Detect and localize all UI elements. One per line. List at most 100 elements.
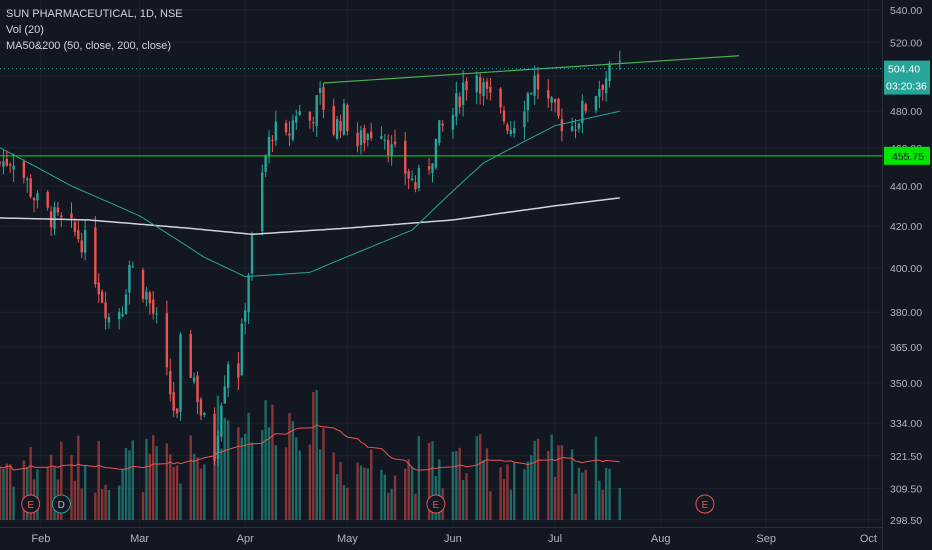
volume-bar	[363, 467, 366, 520]
candle-body	[261, 172, 264, 232]
event-marker-label: E	[702, 500, 709, 511]
candle-body	[533, 75, 536, 96]
ma200-line	[0, 197, 620, 236]
volume-bar	[77, 435, 80, 520]
candle-body	[431, 163, 434, 173]
legend-symbol-title[interactable]: SUN PHARMACEUTICAL, 1D, NSE	[6, 8, 183, 20]
candle-body	[499, 88, 502, 108]
volume-bar	[172, 466, 175, 520]
volume-bar	[506, 464, 509, 520]
volume-bar	[312, 392, 315, 520]
y-tick-label: 350.00	[890, 378, 922, 390]
volume-bar	[196, 457, 199, 520]
volume-bar	[451, 451, 455, 520]
legend-moving-averages[interactable]: MA50&200 (50, close, 200, close)	[6, 40, 172, 52]
candle-body	[342, 103, 346, 135]
candle-body	[12, 165, 15, 170]
candle-body	[100, 291, 104, 303]
candle-body	[288, 133, 291, 136]
candle-body	[53, 207, 56, 229]
volume-bar	[608, 468, 611, 520]
x-tick-label: Aug	[651, 533, 671, 545]
candle-body	[438, 120, 441, 144]
volume-bar	[410, 466, 414, 520]
candle-body	[60, 215, 63, 218]
candle-body	[318, 88, 322, 93]
candle-body	[0, 162, 2, 164]
candle-body	[169, 371, 172, 395]
candle-body	[410, 178, 414, 181]
candle-body	[322, 87, 325, 110]
volume-bar	[107, 490, 111, 520]
y-tick-label: 380.00	[890, 307, 922, 319]
event-marker-label: E	[27, 500, 34, 511]
volume-bar	[417, 436, 421, 520]
candle-body	[83, 230, 87, 253]
volume-bar	[26, 466, 29, 520]
candle-body	[312, 122, 315, 124]
candle-body	[574, 129, 577, 131]
x-tick-label: Jul	[548, 533, 562, 545]
volume-bar	[369, 449, 373, 520]
candle-body	[608, 63, 611, 82]
candle-body	[104, 302, 107, 319]
candle-body	[291, 120, 295, 140]
candle-body	[502, 110, 506, 122]
candle-body	[243, 310, 247, 322]
candle-body	[526, 93, 530, 111]
candle-body	[271, 140, 274, 142]
volume-bar	[264, 400, 267, 520]
candle-body	[417, 167, 421, 189]
volume-bar	[121, 469, 124, 520]
candle-body	[489, 86, 492, 93]
candle-body	[577, 123, 581, 129]
candle-body	[461, 82, 465, 105]
candle-body	[506, 124, 509, 131]
volume-bar	[152, 435, 155, 520]
x-tick-label: May	[337, 533, 358, 545]
volume-bar	[550, 434, 553, 520]
volume-bar	[485, 448, 489, 520]
y-tick-label: 420.00	[890, 221, 922, 233]
candle-body	[73, 222, 77, 232]
candle-body	[131, 266, 135, 268]
volume-bar	[547, 451, 550, 520]
candle-body	[22, 161, 26, 179]
candle-body	[196, 375, 199, 403]
ma50-line	[0, 110, 620, 278]
candle-body	[485, 81, 489, 89]
candle-body	[530, 93, 533, 95]
volume-bar	[523, 469, 526, 520]
volume-bar	[557, 445, 560, 520]
volume-bar	[427, 442, 431, 520]
candle-body	[220, 405, 223, 437]
candle-body	[584, 104, 587, 112]
candle-body	[26, 178, 29, 180]
volume-bar	[189, 435, 192, 520]
volume-bar	[536, 438, 540, 520]
volume-bar	[526, 461, 530, 520]
candle-body	[172, 392, 175, 411]
candle-body	[5, 158, 9, 166]
volume-bar	[438, 459, 441, 520]
volume-bar	[298, 450, 301, 520]
volume-pane	[0, 390, 621, 520]
volume-bar	[594, 436, 598, 520]
candle-body	[366, 134, 369, 140]
x-tick-label: Apr	[237, 533, 254, 545]
volume-bar	[117, 485, 121, 520]
legend-volume[interactable]: Vol (20)	[6, 24, 44, 36]
support-price-label: 455.75	[892, 151, 924, 163]
candle-body	[356, 132, 359, 147]
volume-bar	[83, 465, 87, 520]
volume-bar	[601, 489, 604, 520]
x-tick-label: Sep	[756, 533, 776, 545]
y-tick-label: 480.00	[890, 106, 922, 118]
candle-body	[618, 60, 621, 62]
volume-bar	[49, 454, 53, 520]
volume-bar	[22, 460, 26, 520]
volume-bar	[247, 412, 250, 520]
volume-bar	[213, 448, 216, 520]
